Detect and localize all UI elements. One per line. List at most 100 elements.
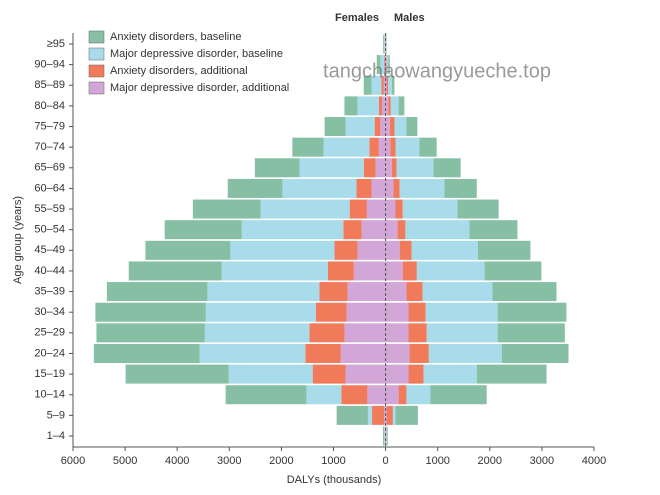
bar-male [403, 200, 458, 219]
bar-male [403, 261, 417, 280]
bar-male [444, 179, 476, 198]
bar-female [367, 200, 386, 219]
bar-male [386, 303, 409, 322]
bar-female [325, 117, 346, 136]
bar-male [399, 385, 407, 404]
y-tick-label: 40–44 [34, 265, 65, 277]
bar-female [205, 323, 310, 342]
bar-female [207, 282, 319, 301]
bar-female [229, 365, 313, 384]
bar-male [394, 117, 406, 136]
bar-male [397, 158, 434, 177]
bar-female [356, 179, 371, 198]
bar-female [341, 344, 386, 363]
bar-male [406, 117, 417, 136]
bar-female [242, 220, 344, 239]
bar-male [386, 282, 407, 301]
bar-female [193, 200, 261, 219]
bar-male [391, 96, 399, 115]
y-tick-label: 90–94 [34, 59, 65, 71]
bar-male [419, 138, 436, 157]
bar-male [405, 220, 469, 239]
y-tick-label: 25–29 [34, 327, 65, 339]
x-tick-label: 0 [383, 455, 389, 467]
bar-female [230, 241, 334, 260]
bar-male [457, 200, 498, 219]
bar-female [96, 323, 204, 342]
y-tick-label: 60–64 [34, 182, 65, 194]
bar-female [372, 406, 384, 425]
bar-female [228, 179, 283, 198]
bar-female [362, 220, 386, 239]
bar-male [424, 365, 477, 384]
bar-female [255, 158, 300, 177]
bar-male [395, 406, 417, 425]
legend-swatch [89, 31, 104, 43]
x-tick-label: 2000 [478, 455, 502, 467]
bar-male [392, 158, 397, 177]
x-tick-label: 4000 [582, 455, 606, 467]
bar-female [368, 406, 372, 425]
y-tick-label: ≥95 [47, 38, 65, 50]
bar-female [350, 200, 367, 219]
bar-male [386, 323, 409, 342]
bar-male [409, 323, 427, 342]
bar-female [357, 241, 385, 260]
bar-female [345, 117, 374, 136]
legend-label: Major depressive disorder, additional [110, 82, 289, 94]
bar-male [409, 303, 426, 322]
x-tick-label: 3000 [530, 455, 554, 467]
bar-male [423, 282, 493, 301]
y-axis-title: Age group (years) [12, 196, 24, 284]
bar-male [386, 427, 387, 446]
bar-male [406, 385, 430, 404]
bar-male [478, 241, 531, 260]
bar-male [386, 138, 391, 157]
bar-male [395, 200, 402, 219]
bar-female [384, 35, 385, 54]
bar-female [345, 365, 385, 384]
x-axis-title: DALYs (thousands) [287, 474, 382, 486]
y-tick-label: 50–54 [34, 224, 65, 236]
bar-female [364, 158, 376, 177]
y-tick-label: 45–49 [34, 244, 65, 256]
watermark: tangchaowangyueche.top [323, 60, 551, 82]
bar-male [386, 344, 410, 363]
bar-male [390, 138, 395, 157]
bar-male [386, 200, 396, 219]
bar-female [200, 344, 306, 363]
bar-female [305, 344, 340, 363]
y-tick-label: 70–74 [34, 141, 65, 153]
bar-female [221, 261, 327, 280]
bar-male [386, 385, 399, 404]
bar-male [386, 241, 400, 260]
bar-female [261, 200, 350, 219]
legend-swatch [89, 48, 104, 60]
bar-female [372, 179, 386, 198]
bar-female [165, 220, 242, 239]
legend-label: Anxiety disorders, baseline [110, 31, 241, 43]
y-tick-label: 35–39 [34, 285, 65, 297]
y-tick-label: 85–89 [34, 79, 65, 91]
bar-female [344, 323, 385, 342]
bar-male [398, 220, 406, 239]
x-tick-label: 4000 [165, 455, 189, 467]
bar-male [417, 261, 485, 280]
x-tick-label: 6000 [61, 455, 85, 467]
bar-female [347, 303, 386, 322]
bar-male [406, 282, 422, 301]
bar-male [430, 385, 486, 404]
bar-male [502, 344, 569, 363]
bar-female [226, 385, 307, 404]
bar-male [498, 303, 567, 322]
bar-female [383, 427, 384, 446]
bar-female [383, 35, 384, 54]
bar-female [343, 220, 361, 239]
bar-male [399, 96, 405, 115]
bar-female [384, 427, 385, 446]
bar-female [328, 261, 354, 280]
females-label: Females [335, 12, 379, 24]
bar-female [145, 241, 230, 260]
y-tick-label: 5–9 [47, 409, 65, 421]
